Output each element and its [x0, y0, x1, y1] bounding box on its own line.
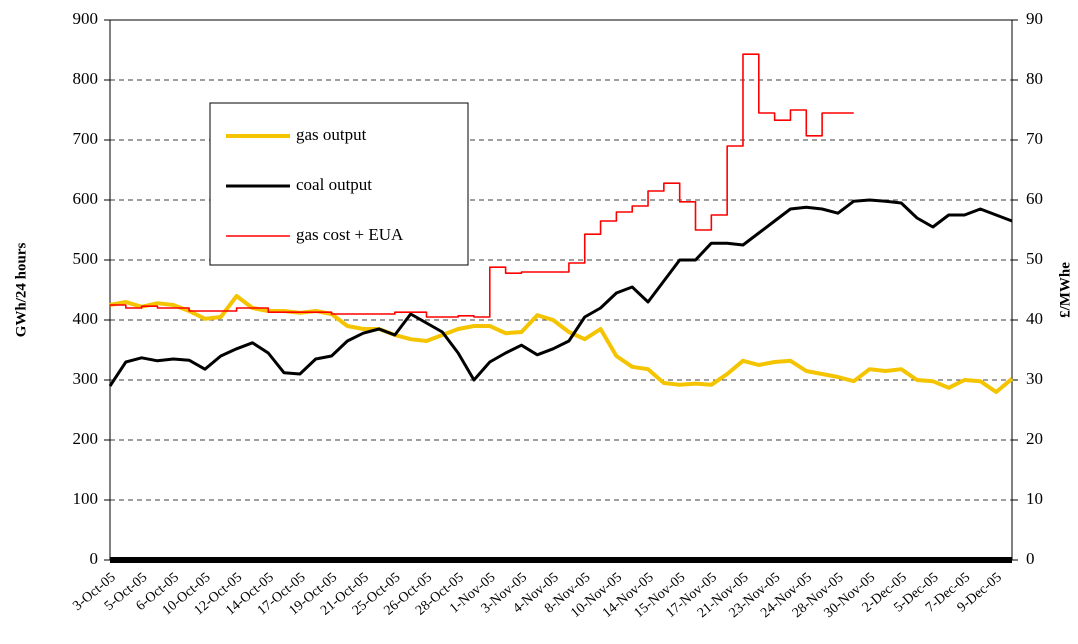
y-tick-label: 800: [73, 69, 99, 88]
y2-tick-label: 50: [1026, 249, 1043, 268]
y-tick-label: 500: [73, 249, 99, 268]
y-axis-title: GWh/24 hours: [13, 243, 29, 338]
y2-tick-label: 80: [1026, 69, 1043, 88]
y2-tick-label: 0: [1026, 549, 1035, 568]
legend-box: [209, 102, 469, 266]
legend-label: gas output: [296, 125, 367, 144]
y-tick-label: 400: [73, 309, 99, 328]
legend-label: gas cost + EUA: [296, 225, 404, 244]
y-tick-label: 100: [73, 489, 99, 508]
y2-tick-label: 10: [1026, 489, 1043, 508]
series-line: [110, 53, 854, 318]
y-tick-label: 200: [73, 429, 99, 448]
y-tick-label: 900: [73, 9, 99, 28]
y-tick-label: 600: [73, 189, 99, 208]
y-tick-label: 300: [73, 369, 99, 388]
y2-tick-label: 60: [1026, 189, 1043, 208]
y2-tick-label: 90: [1026, 9, 1043, 28]
series-line: [109, 294, 1014, 394]
y-tick-label: 700: [73, 129, 99, 148]
y2-tick-label: 70: [1026, 129, 1043, 148]
y2-tick-label: 20: [1026, 429, 1043, 448]
y-tick-label: 0: [90, 549, 99, 568]
legend-label: coal output: [296, 175, 372, 194]
plot-border: [109, 19, 1013, 561]
y2-tick-label: 30: [1026, 369, 1043, 388]
y2-tick-label: 40: [1026, 309, 1043, 328]
series-line: [108, 198, 1013, 387]
y2-axis-title: £/MWhe: [1057, 262, 1073, 318]
